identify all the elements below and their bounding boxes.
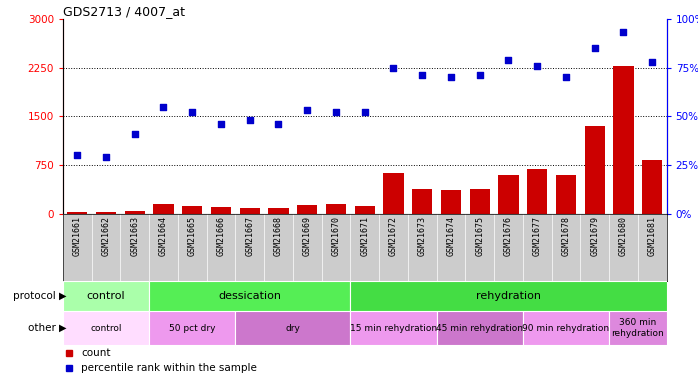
Bar: [350, 281, 667, 311]
Text: GSM21671: GSM21671: [360, 216, 369, 256]
Bar: [154, 204, 174, 214]
Text: 50 pct dry: 50 pct dry: [169, 324, 216, 333]
Bar: [125, 210, 144, 214]
Bar: [297, 205, 318, 214]
Text: GSM21661: GSM21661: [73, 216, 82, 256]
Text: GSM21670: GSM21670: [332, 216, 341, 256]
Bar: [211, 207, 231, 214]
Bar: [235, 311, 350, 345]
Text: count: count: [81, 348, 110, 358]
Point: [216, 121, 227, 127]
Point: [158, 104, 169, 110]
Bar: [182, 206, 202, 214]
Bar: [149, 311, 235, 345]
Bar: [355, 206, 375, 214]
Bar: [63, 281, 149, 311]
Text: rehydration: rehydration: [476, 291, 541, 301]
Bar: [350, 311, 436, 345]
Bar: [96, 213, 116, 214]
Text: 15 min rehydration: 15 min rehydration: [350, 324, 437, 333]
Bar: [67, 212, 87, 214]
Text: ▶: ▶: [59, 291, 67, 301]
Text: GSM21674: GSM21674: [447, 216, 456, 256]
Text: GSM21667: GSM21667: [245, 216, 254, 256]
Text: GSM21672: GSM21672: [389, 216, 398, 256]
Text: GSM21665: GSM21665: [188, 216, 197, 256]
Point: [244, 117, 255, 123]
Bar: [642, 160, 662, 214]
Text: GSM21681: GSM21681: [648, 216, 657, 256]
Bar: [436, 311, 523, 345]
Text: GSM21666: GSM21666: [216, 216, 225, 256]
Point: [359, 110, 370, 116]
Text: 360 min
rehydration: 360 min rehydration: [611, 318, 664, 338]
Point: [129, 131, 140, 137]
Text: GSM21679: GSM21679: [591, 216, 599, 256]
Bar: [527, 169, 547, 214]
Text: GSM21678: GSM21678: [561, 216, 570, 256]
Text: GSM21677: GSM21677: [533, 216, 542, 256]
Text: 90 min rehydration: 90 min rehydration: [522, 324, 609, 333]
Text: GSM21663: GSM21663: [131, 216, 139, 256]
Point: [532, 63, 543, 69]
Text: 45 min rehydration: 45 min rehydration: [436, 324, 524, 333]
Text: GSM21664: GSM21664: [159, 216, 168, 256]
Point: [72, 152, 83, 158]
Point: [388, 64, 399, 70]
Point: [589, 45, 600, 51]
Bar: [523, 311, 609, 345]
Text: GDS2713 / 4007_at: GDS2713 / 4007_at: [63, 4, 185, 18]
Point: [101, 154, 112, 160]
Bar: [498, 176, 519, 214]
Point: [330, 110, 341, 116]
Bar: [470, 189, 490, 214]
Point: [474, 72, 485, 78]
Text: GSM21662: GSM21662: [101, 216, 110, 256]
Bar: [149, 281, 350, 311]
Text: dry: dry: [285, 324, 300, 333]
Text: control: control: [90, 324, 121, 333]
Point: [445, 74, 456, 80]
Bar: [556, 176, 576, 214]
Bar: [585, 126, 604, 214]
Bar: [269, 208, 288, 214]
Bar: [63, 311, 149, 345]
Text: protocol: protocol: [13, 291, 59, 301]
Point: [273, 121, 284, 127]
Point: [417, 72, 428, 78]
Text: GSM21668: GSM21668: [274, 216, 283, 256]
Bar: [614, 66, 634, 214]
Point: [302, 107, 313, 113]
Bar: [441, 190, 461, 214]
Bar: [239, 208, 260, 214]
Text: GSM21673: GSM21673: [417, 216, 426, 256]
Point: [503, 57, 514, 63]
Text: other: other: [28, 323, 59, 333]
Bar: [383, 174, 403, 214]
Text: GSM21675: GSM21675: [475, 216, 484, 256]
Text: control: control: [87, 291, 125, 301]
Text: percentile rank within the sample: percentile rank within the sample: [81, 363, 257, 374]
Text: GSM21676: GSM21676: [504, 216, 513, 256]
Bar: [609, 311, 667, 345]
Text: ▶: ▶: [59, 323, 67, 333]
Point: [560, 74, 572, 80]
Text: GSM21680: GSM21680: [619, 216, 628, 256]
Text: dessication: dessication: [218, 291, 281, 301]
Bar: [412, 189, 432, 214]
Bar: [326, 204, 346, 214]
Text: GSM21669: GSM21669: [303, 216, 312, 256]
Point: [186, 110, 198, 116]
Point: [646, 58, 658, 64]
Point: [618, 29, 629, 35]
